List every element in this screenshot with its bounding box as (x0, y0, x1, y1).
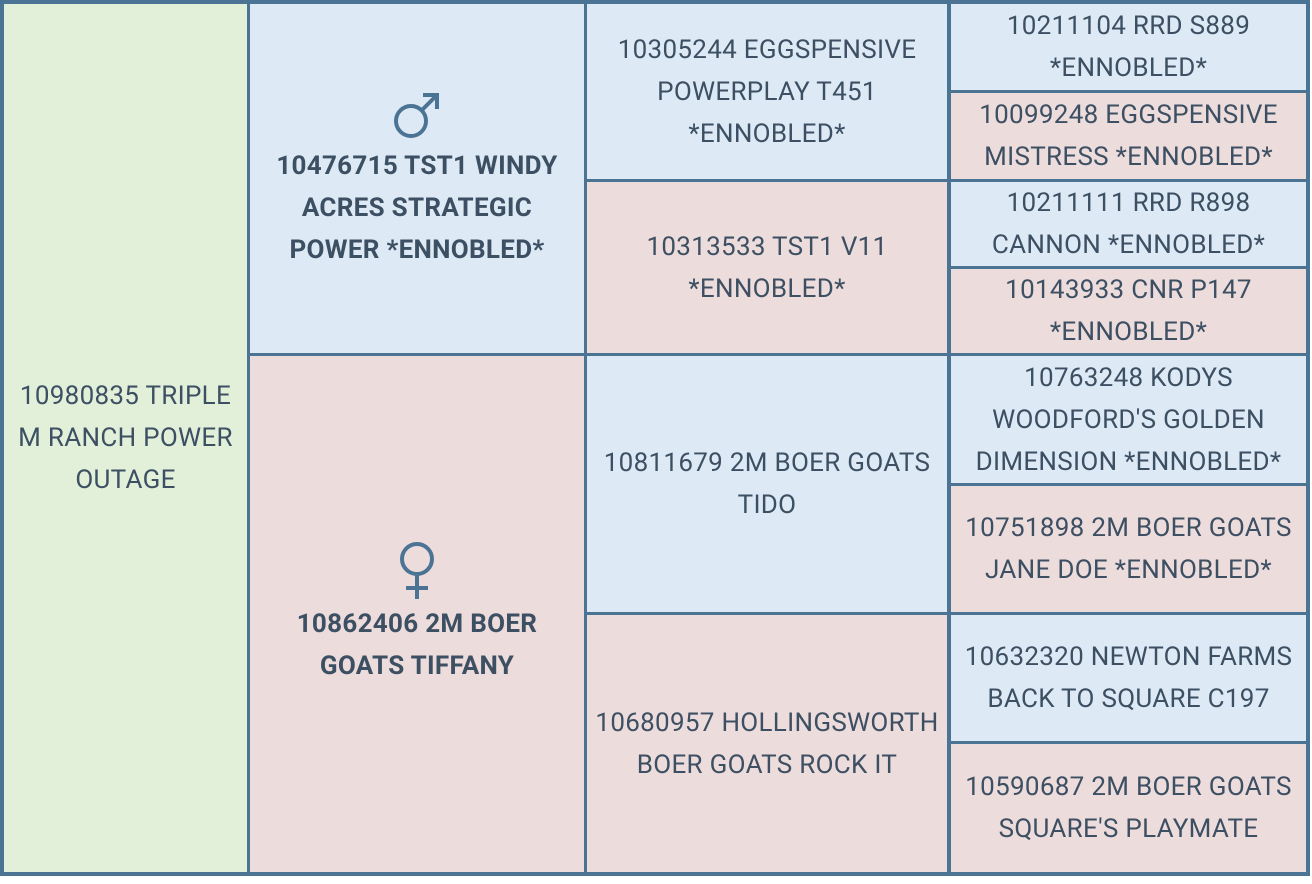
great-grandparent-name: 10590687 2M BOER GOATS SQUARE'S PLAYMATE (965, 772, 1292, 844)
great-grandparent-name: 10751898 2M BOER GOATS JANE DOE *ENNOBLE… (965, 513, 1292, 585)
subject-name: 10980835 TRIPLE M RANCH POWER OUTAGE (18, 381, 233, 495)
grandparent-cell: 10680957 HOLLINGSWORTH BOER GOATS ROCK I… (587, 615, 947, 872)
great-grandparent-cell: 10211104 RRD S889 *ENNOBLED* (951, 4, 1306, 90)
great-grandparent-cell: 10590687 2M BOER GOATS SQUARE'S PLAYMATE (951, 744, 1306, 872)
great-grandparent-cell: 10099248 EGGSPENSIVE MISTRESS *ENNOBLED* (951, 93, 1306, 179)
great-grandparent-name: 10632320 NEWTON FARMS BACK TO SQUARE C19… (964, 642, 1293, 714)
grandparent-name: 10811679 2M BOER GOATS TIDO (603, 448, 931, 520)
grandparent-cell: 10811679 2M BOER GOATS TIDO (587, 356, 947, 612)
male-icon (394, 92, 439, 138)
dam-name: 10862406 2M BOER GOATS TIFFANY (296, 609, 538, 681)
great-grandparent-cell: 10211111 RRD R898 CANNON *ENNOBLED* (951, 182, 1306, 266)
great-grandparent-name: 10211111 RRD R898 CANNON *ENNOBLED* (991, 188, 1266, 260)
great-grandparent-cell: 10632320 NEWTON FARMS BACK TO SQUARE C19… (951, 615, 1306, 741)
grandparent-cell: 10313533 TST1 V11 *ENNOBLED* (587, 182, 947, 353)
dam-cell: 10862406 2M BOER GOATS TIFFANY (250, 356, 584, 872)
subject-cell: 10980835 TRIPLE M RANCH POWER OUTAGE (4, 4, 247, 872)
grandparent-name: 10305244 EGGSPENSIVE POWERPLAY T451 *ENN… (617, 34, 917, 149)
great-grandparent-cell: 10751898 2M BOER GOATS JANE DOE *ENNOBLE… (951, 486, 1306, 612)
great-grandparent-cell: 10143933 CNR P147 *ENNOBLED* (951, 269, 1306, 353)
great-grandparent-cell: 10763248 KODYS WOODFORD'S GOLDEN DIMENSI… (951, 356, 1306, 483)
grandparent-cell: 10305244 EGGSPENSIVE POWERPLAY T451 *ENN… (587, 4, 947, 179)
female-icon (400, 542, 434, 599)
great-grandparent-name: 10099248 EGGSPENSIVE MISTRESS *ENNOBLED* (979, 100, 1278, 172)
great-grandparent-name: 10211104 RRD S889 *ENNOBLED* (1006, 11, 1251, 83)
sire-cell: 10476715 TST1 WINDY ACRES STRATEGIC POWE… (250, 4, 584, 353)
sire-name: 10476715 TST1 WINDY ACRES STRATEGIC POWE… (276, 150, 558, 265)
great-grandparent-name: 10763248 KODYS WOODFORD'S GOLDEN DIMENSI… (975, 362, 1282, 477)
grandparent-name: 10680957 HOLLINGSWORTH BOER GOATS ROCK I… (595, 707, 939, 780)
grandparent-name: 10313533 TST1 V11 *ENNOBLED* (646, 231, 888, 304)
great-grandparent-name: 10143933 CNR P147 *ENNOBLED* (1005, 275, 1252, 347)
